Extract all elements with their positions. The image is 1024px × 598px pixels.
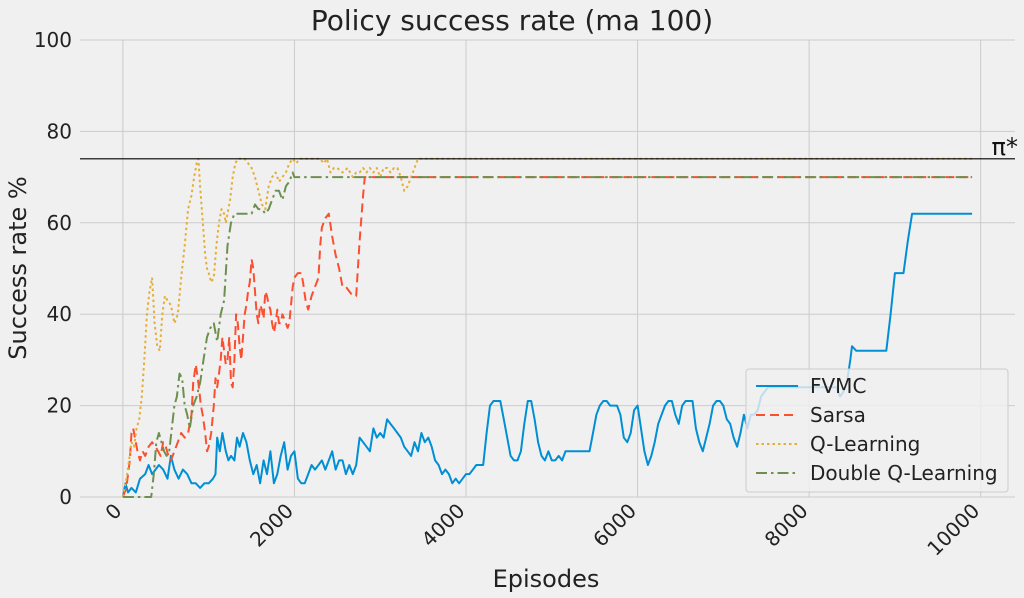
legend-label: Double Q-Learning (810, 461, 998, 485)
legend: FVMC Sarsa Q-Learning Double Q-Learning (745, 368, 1009, 493)
legend-label: Sarsa (810, 403, 866, 427)
series-line-q-learning (121, 157, 973, 498)
y-tick-label: 40 (47, 302, 72, 326)
y-tick-label: 100 (34, 28, 72, 52)
y-tick-label: 20 (47, 394, 72, 418)
y-tick-label: 60 (47, 211, 72, 235)
legend-frame (745, 368, 1009, 493)
optimal-policy-label: π* (992, 133, 1018, 161)
series-line-double-q-learning (122, 171, 973, 498)
x-axis-title: Episodes (493, 565, 600, 593)
legend-label: Q-Learning (810, 432, 920, 456)
y-tick-label: 80 (47, 119, 72, 143)
y-axis-title: Success rate % (4, 176, 32, 359)
legend-label: FVMC (810, 374, 866, 398)
series-line-sarsa (121, 176, 973, 498)
chart-title: Policy success rate (ma 100) (311, 4, 713, 37)
y-tick-label: 0 (59, 485, 72, 509)
